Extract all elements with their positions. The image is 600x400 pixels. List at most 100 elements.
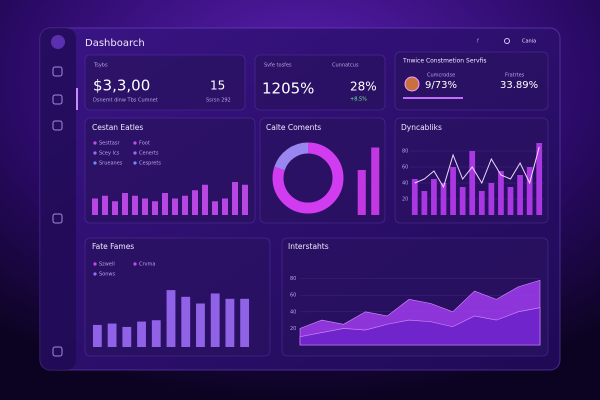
legend-dot (133, 141, 137, 145)
panel-title: Cestan Eatles (92, 123, 143, 132)
bar (488, 183, 495, 215)
user-menu[interactable]: Cania (522, 39, 536, 45)
bar (92, 324, 102, 347)
legend-label: Sesttasr (99, 141, 120, 147)
panel-title: Calte Coments (266, 123, 321, 132)
bar (137, 321, 146, 347)
bar (232, 182, 238, 215)
bar (151, 320, 161, 347)
service-value: 9/73% (425, 80, 457, 91)
legend-label: Sonws (99, 272, 115, 278)
service-label: Fratrtes (505, 73, 525, 79)
legend-label: Scey Ics (99, 151, 120, 157)
kpi-label: Tsybs (93, 63, 108, 69)
kpi-label: Svfe tosfes (264, 63, 292, 69)
service-label: Cumcrodse (427, 73, 455, 79)
bar (181, 296, 191, 347)
nav-icon[interactable] (52, 213, 63, 224)
y-tick-label: 60 (290, 293, 296, 299)
legend-label: Szwell (99, 262, 115, 268)
avatar (404, 76, 420, 92)
sidebar (40, 28, 76, 370)
bar (112, 201, 118, 215)
kpi-value: 15 (210, 79, 225, 93)
bar (478, 191, 485, 215)
bar (421, 191, 428, 215)
nav-icon[interactable] (52, 346, 63, 357)
donut-segment (272, 142, 344, 214)
y-tick-label: 20 (290, 326, 296, 332)
bar (242, 184, 248, 215)
legend-dot (93, 141, 97, 145)
legend-label: Foot (139, 141, 150, 147)
progress (403, 97, 463, 99)
y-tick-label: 40 (402, 181, 408, 187)
bar (196, 303, 205, 347)
panel (84, 237, 271, 357)
legend-label: Cesprets (139, 161, 161, 167)
legend-dot (133, 262, 137, 266)
kpi-value: 28% (350, 80, 377, 94)
logo[interactable] (51, 35, 65, 49)
bar (371, 147, 380, 215)
bar (212, 201, 218, 215)
bar (142, 198, 148, 215)
kpi-note: Ssrsn 292 (206, 98, 231, 104)
service-value: 33.89% (500, 80, 538, 91)
bar (182, 195, 188, 215)
nav-icon[interactable] (52, 94, 63, 105)
kpi-note: +8.5% (350, 97, 367, 103)
service-card (394, 51, 549, 111)
bar (450, 167, 456, 215)
bar (202, 184, 208, 215)
bar (357, 170, 366, 215)
bar (132, 195, 138, 215)
legend-dot (133, 161, 137, 165)
panel-title: Fate Fames (92, 242, 134, 251)
nav-icon[interactable] (52, 120, 63, 131)
bar (222, 198, 228, 215)
y-tick-label: 80 (402, 149, 408, 155)
y-tick-label: 60 (402, 165, 408, 171)
legend-dot (93, 272, 97, 276)
bar (517, 175, 523, 215)
bar (166, 290, 176, 347)
bar (431, 179, 437, 215)
bar (498, 171, 504, 215)
y-tick-label: 20 (402, 197, 408, 203)
kpi-value: $3,3,00 (93, 77, 150, 95)
bar (240, 298, 250, 347)
legend-dot (93, 161, 97, 165)
icon[interactable] (504, 38, 510, 44)
icon[interactable]: f (477, 39, 479, 45)
legend-dot (93, 262, 97, 266)
legend-label: Srueanes (99, 161, 123, 167)
kpi-value: 1205% (262, 80, 314, 98)
bar (152, 201, 158, 215)
kpi-card (254, 54, 386, 111)
y-tick-label: 40 (290, 309, 296, 315)
bar (107, 323, 117, 347)
legend-dot (93, 151, 97, 155)
bar (162, 193, 168, 215)
legend-label: Crvma (139, 262, 155, 268)
kpi-card (84, 54, 246, 111)
bar (411, 179, 418, 215)
bar (526, 167, 533, 215)
bar (122, 193, 128, 215)
legend-label: Cenerts (139, 151, 159, 157)
app-title: Dashboarch (85, 38, 145, 49)
bar (507, 187, 514, 215)
panel-title: Dyncabliks (401, 123, 442, 132)
bar (469, 151, 476, 215)
bar (102, 195, 108, 215)
nav-icon[interactable] (52, 66, 63, 77)
panel-title: Interstahts (288, 242, 329, 251)
panel (84, 117, 256, 224)
bar (192, 190, 198, 215)
line (414, 146, 540, 189)
kpi-note: Dsnemt dinw Tbs Cumnet (93, 98, 158, 104)
card-title: Tnwice Constmetion Servfis (402, 58, 486, 65)
